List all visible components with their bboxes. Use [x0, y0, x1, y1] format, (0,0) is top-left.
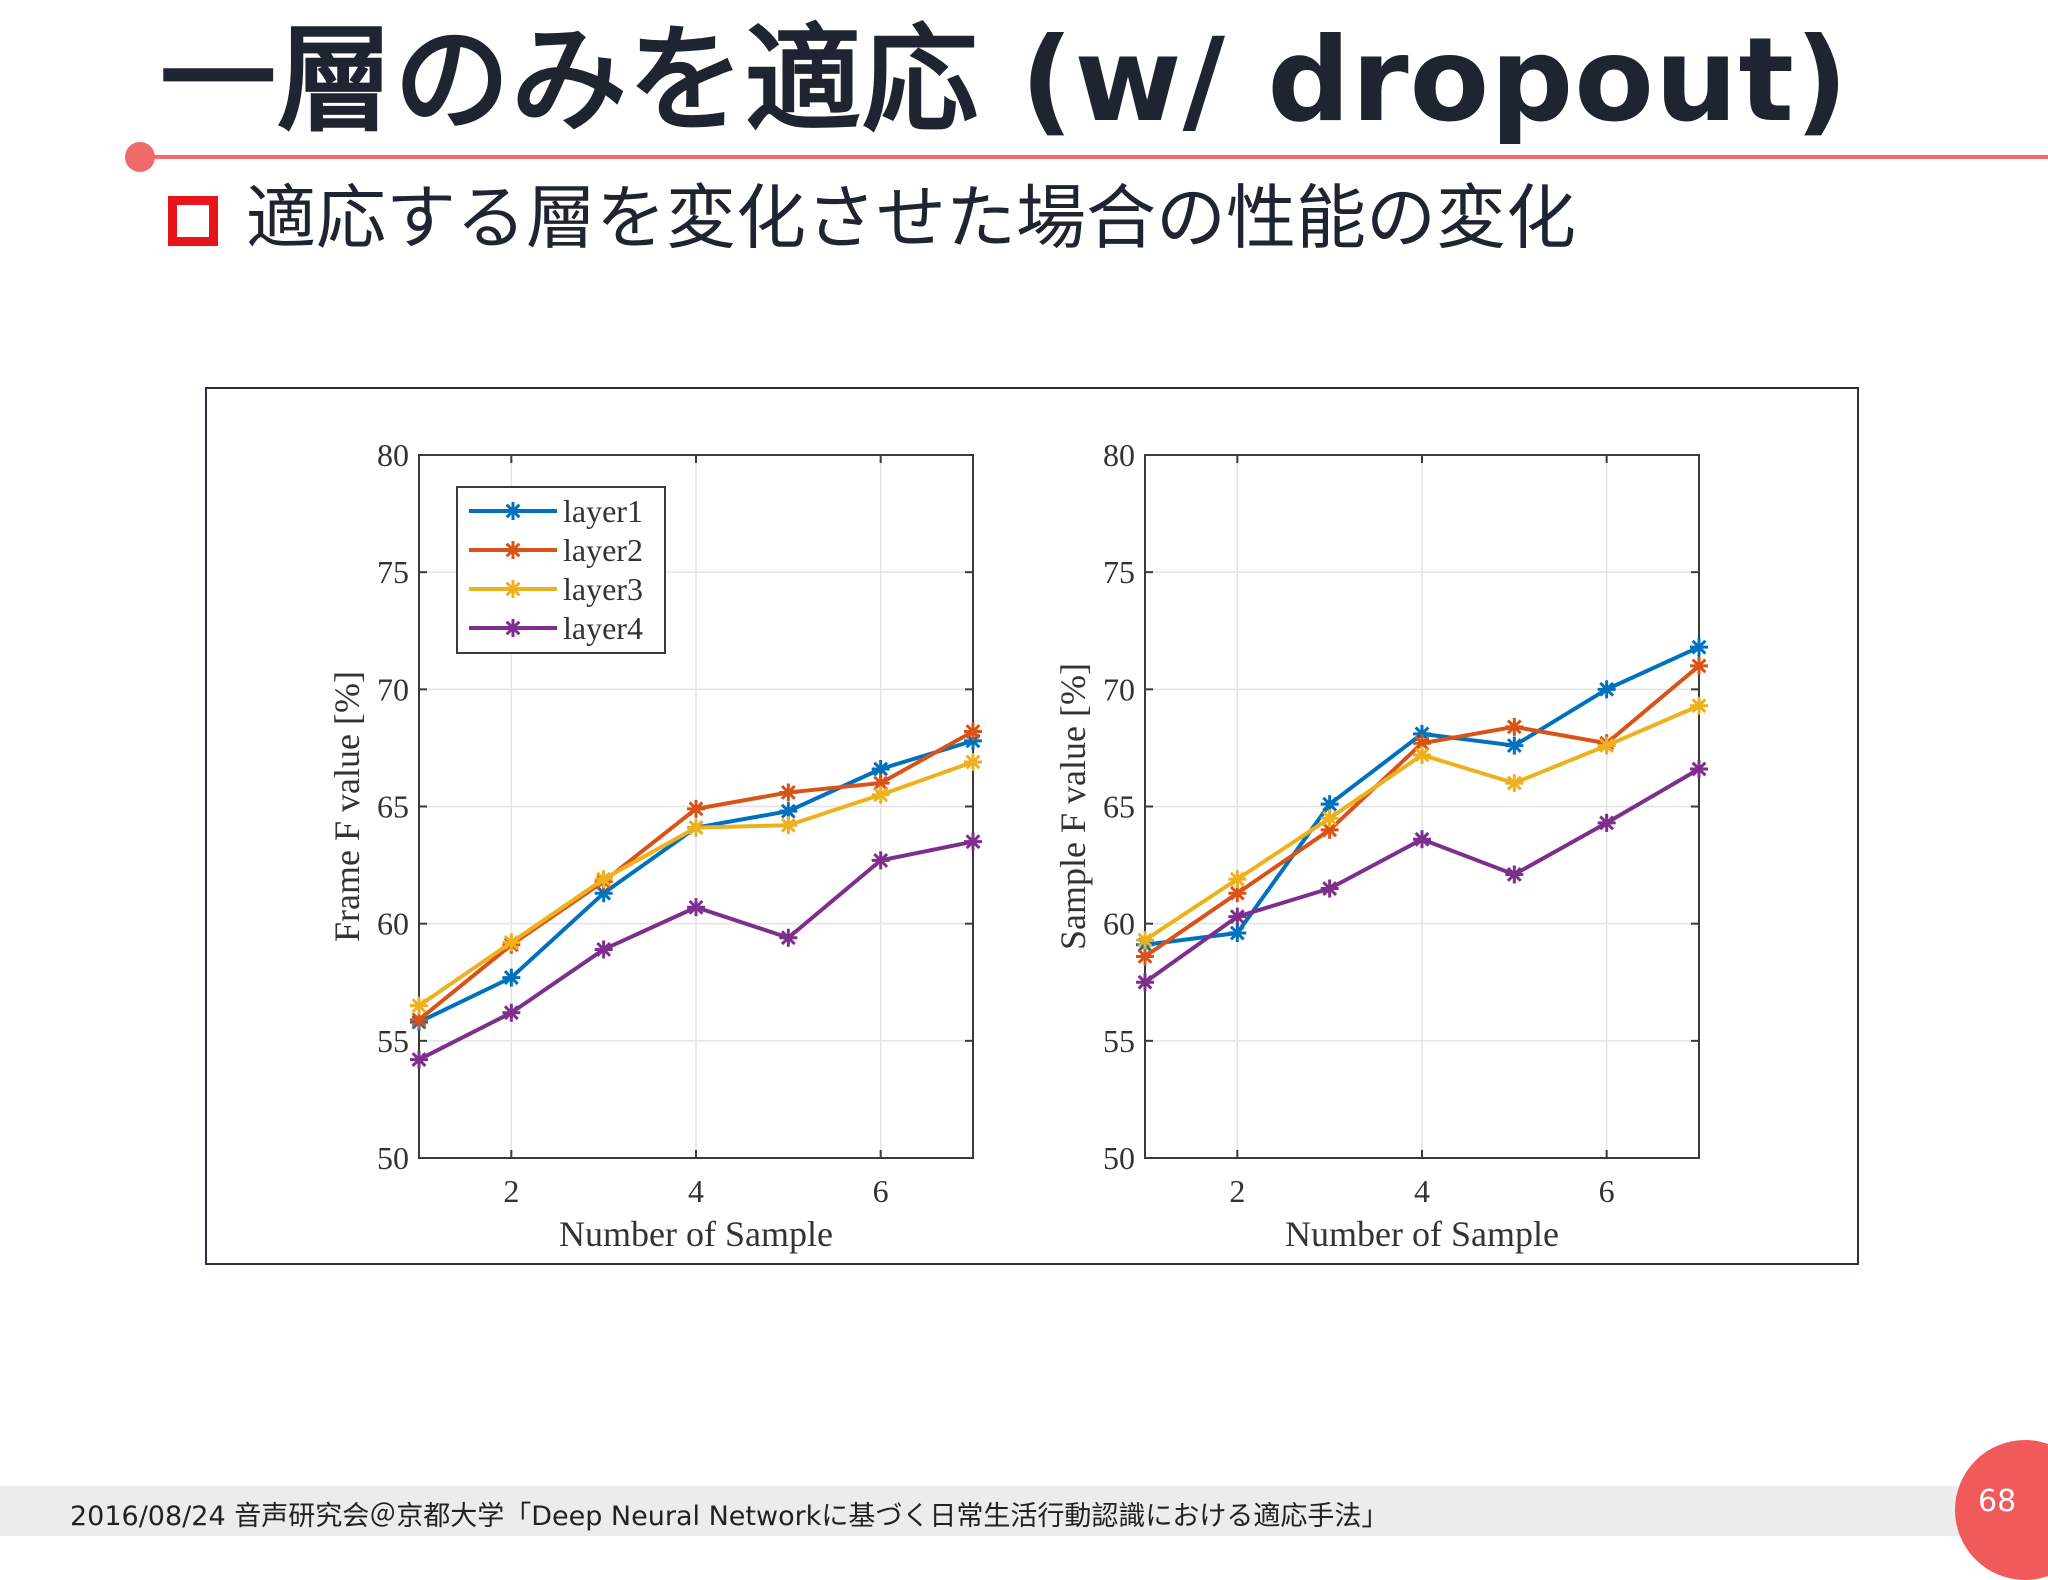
data-point-layer3 — [410, 996, 428, 1015]
data-point-layer3 — [594, 870, 613, 889]
data-point-layer4 — [502, 1003, 521, 1022]
data-point-layer3 — [687, 818, 705, 837]
legend-label-layer4: layer4 — [563, 610, 643, 646]
y-axis-label: Frame F value [%] — [327, 671, 367, 942]
data-point-layer4 — [1320, 879, 1339, 898]
x-tick-label: 2 — [503, 1173, 519, 1209]
data-point-layer2 — [1320, 820, 1339, 839]
y-tick-label: 50 — [377, 1140, 409, 1176]
data-point-layer2 — [871, 774, 890, 793]
data-point-layer1 — [1413, 724, 1431, 743]
data-point-layer3 — [502, 933, 521, 952]
data-point-layer3 — [1597, 736, 1616, 755]
y-tick-label: 75 — [377, 554, 409, 590]
legend-label-layer2: layer2 — [563, 532, 643, 568]
data-point-layer4 — [964, 832, 982, 851]
data-point-layer1 — [1690, 638, 1708, 657]
legend-label-layer3: layer3 — [563, 571, 643, 607]
page-number: 68 — [1978, 1484, 2017, 1519]
x-tick-label: 4 — [1414, 1173, 1430, 1209]
data-point-layer4 — [594, 940, 613, 959]
data-point-layer1 — [1597, 680, 1616, 699]
data-point-layer4 — [1413, 830, 1431, 849]
data-point-layer4 — [1690, 760, 1708, 779]
data-point-layer2 — [964, 722, 982, 741]
y-axis-label: Sample F value [%] — [1053, 663, 1093, 950]
y-tick-label: 75 — [1103, 554, 1135, 590]
data-point-layer2 — [1136, 947, 1154, 966]
data-point-layer4 — [687, 898, 705, 917]
data-point-layer3 — [1136, 931, 1154, 950]
data-point-layer3 — [779, 816, 798, 835]
data-point-layer1 — [779, 802, 798, 821]
figure-charts: 50 55 60 65 70 75 80 2 4 6 Number of Sample Frame F… — [327, 437, 1708, 1254]
slide-title: 一層のみを適応 (w/ dropout) — [160, 13, 1850, 148]
x-axis-label: Number of Sample — [1285, 1214, 1559, 1254]
legend-label-layer1: layer1 — [563, 493, 643, 529]
legend-marker-layer2 — [504, 541, 522, 559]
footer-bar — [0, 1486, 2048, 1536]
data-point-layer1 — [502, 968, 521, 987]
data-point-layer1 — [594, 884, 613, 903]
y-tick-label: 55 — [377, 1023, 409, 1059]
y-tick-label: 50 — [1103, 1140, 1135, 1176]
x-tick-label: 4 — [688, 1173, 704, 1209]
data-point-layer3 — [1690, 696, 1708, 715]
legend-marker-layer1 — [504, 502, 522, 520]
data-point-layer4 — [410, 1050, 428, 1069]
footer-text: 2016/08/24 音声研究会＠京都大学「Deep Neural Networ… — [70, 1501, 1389, 1532]
data-point-layer4 — [1228, 907, 1247, 926]
data-point-layer1 — [1228, 924, 1247, 943]
data-point-layer1 — [1505, 736, 1524, 755]
legend-box — [456, 486, 666, 654]
data-point-layer2 — [779, 783, 798, 802]
data-point-layer3 — [871, 785, 890, 804]
data-point-layer2 — [687, 799, 705, 818]
data-point-layer4 — [1505, 865, 1524, 884]
data-point-layer2 — [1413, 734, 1431, 753]
data-point-layer4 — [1136, 973, 1154, 992]
data-point-layer4 — [1597, 813, 1616, 832]
data-point-layer3 — [964, 752, 982, 771]
y-tick-label: 55 — [1103, 1023, 1135, 1059]
y-tick-label: 70 — [1103, 671, 1135, 707]
legend-marker-layer3 — [504, 580, 522, 598]
data-point-layer1 — [1320, 795, 1339, 814]
y-tick-label: 80 — [1103, 437, 1135, 473]
data-point-layer1 — [964, 731, 982, 750]
chart-1: 50 55 60 65 70 75 80 2 4 6 Number of Sample Frame F… — [327, 437, 982, 1254]
square-bullet-icon — [168, 196, 218, 246]
chart-2: 50 55 60 65 70 75 80 2 4 6 Number of Sample Sample … — [1053, 437, 1708, 1254]
y-tick-label: 65 — [1103, 789, 1135, 825]
title-underline — [140, 155, 2048, 159]
legend-marker-layer4 — [504, 619, 522, 637]
data-point-layer4 — [871, 851, 890, 870]
data-point-layer3 — [1320, 809, 1339, 828]
data-point-layer2 — [410, 1010, 428, 1029]
x-axis-label: Number of Sample — [559, 1214, 833, 1254]
y-tick-label: 60 — [377, 906, 409, 942]
slide-subtitle: 適応する層を変化させた場合の性能の変化 — [246, 177, 1576, 259]
y-tick-label: 70 — [377, 671, 409, 707]
data-point-layer1 — [871, 760, 890, 779]
data-point-layer3 — [1413, 745, 1431, 764]
data-point-layer4 — [779, 928, 798, 947]
x-tick-label: 2 — [1229, 1173, 1245, 1209]
x-tick-label: 6 — [1599, 1173, 1615, 1209]
data-point-layer2 — [1690, 656, 1708, 675]
data-point-layer3 — [1228, 870, 1247, 889]
data-point-layer2 — [1505, 717, 1524, 736]
y-tick-label: 65 — [377, 789, 409, 825]
y-tick-label: 80 — [377, 437, 409, 473]
y-tick-label: 60 — [1103, 906, 1135, 942]
title-underline-dot — [125, 142, 155, 172]
data-point-layer3 — [1505, 774, 1524, 793]
data-point-layer2 — [1228, 884, 1247, 903]
x-tick-label: 6 — [873, 1173, 889, 1209]
